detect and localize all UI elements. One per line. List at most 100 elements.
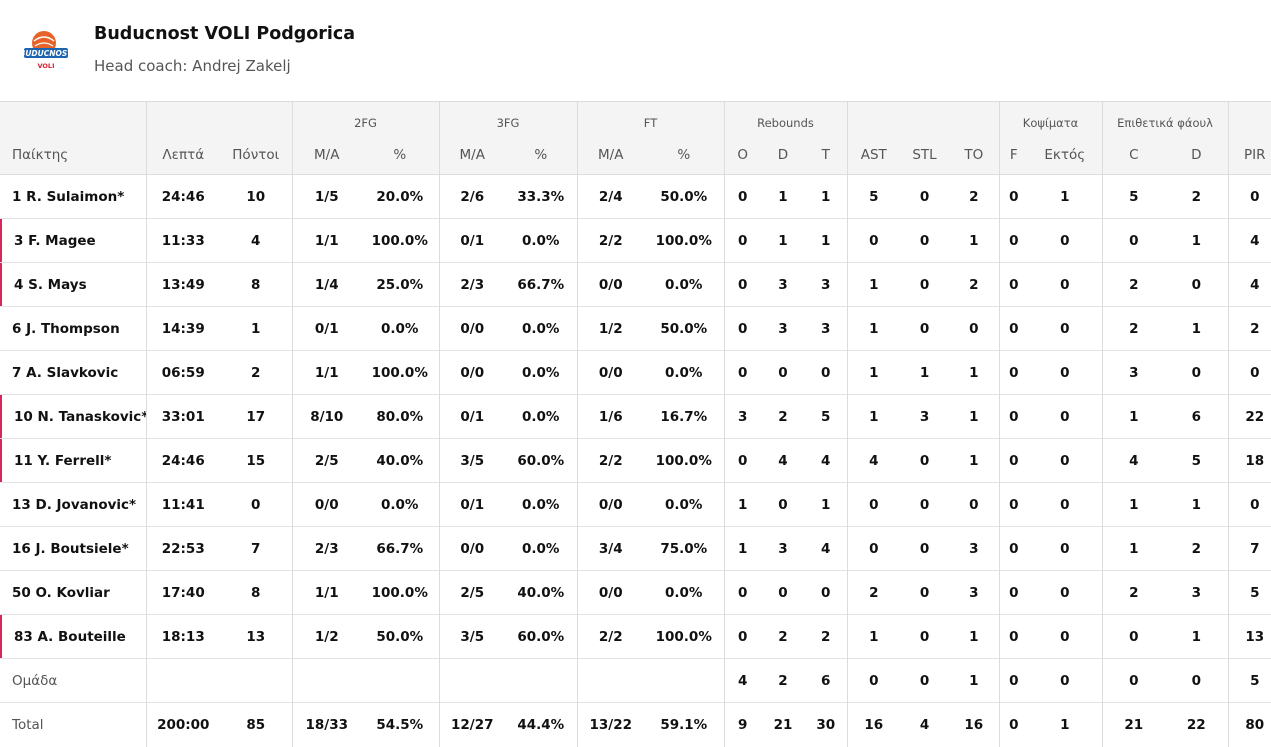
cell-blocks-against: 0	[1028, 570, 1103, 615]
column-header-blocks-against[interactable]: Εκτός	[1028, 136, 1103, 175]
cell-fouls-drawn: 2	[1165, 174, 1229, 219]
cell-player[interactable]: 4 S. Mays	[0, 262, 147, 307]
column-header-minutes[interactable]: Λεπτά	[146, 136, 220, 175]
cell-3fg-made-att: 0/0	[460, 540, 485, 557]
column-header-points[interactable]: Πόντοι	[220, 136, 293, 175]
column-header-assists[interactable]: AST	[847, 136, 901, 175]
cell-blocks-against: 0	[1028, 394, 1103, 439]
cell-ft-pct: 0.0%	[644, 570, 725, 615]
cell-reb-def: 0	[778, 496, 788, 513]
team-logo-icon: BUDUCNOST VOLI	[22, 31, 70, 70]
cell-2fg-made-att: 2/3	[314, 540, 339, 557]
cell-2fg-made-att: 1/5	[314, 188, 339, 205]
cell-blocks-against: 0	[1028, 262, 1103, 307]
cell-fouls-drawn: 3	[1165, 570, 1229, 615]
cell-pir: 80	[1245, 716, 1265, 733]
cell-fouls-committed: 1	[1129, 540, 1139, 557]
cell-fouls-drawn: 2	[1165, 526, 1229, 571]
group-header-fouls: Επιθετικά φάουλ	[1102, 101, 1229, 136]
cell-steals: 0	[919, 452, 930, 469]
cell-reb-def: 0	[778, 364, 788, 381]
cell-3fg-pct: 60.0%	[505, 614, 578, 659]
cell-2fg-made-att: 1/1	[314, 584, 339, 601]
cell-turnovers: 1	[949, 614, 1000, 659]
cell-3fg-made-att: 0/0	[460, 364, 485, 381]
column-header-ft-pct[interactable]: %	[644, 136, 725, 175]
column-header-turnovers[interactable]: TO	[949, 136, 1000, 175]
column-header-reb-off[interactable]: O	[724, 136, 761, 175]
cell-points: 85	[220, 702, 293, 747]
cell-steals: 0	[919, 584, 930, 601]
cell-player[interactable]: 1 R. Sulaimon*	[0, 174, 147, 219]
column-header-reb-total[interactable]: T	[805, 136, 848, 175]
column-header-fouls-committed[interactable]: C	[1102, 136, 1166, 175]
column-header-ft-made-att[interactable]: M/A	[577, 136, 644, 175]
cell-3fg-pct: 0.0%	[505, 394, 578, 439]
cell-3fg-made-att: 2/5	[460, 584, 485, 601]
cell-reb-def: 4	[778, 452, 788, 469]
cell-reb-total: 30	[805, 702, 848, 747]
column-header-blocks-for[interactable]: F	[999, 136, 1029, 175]
cell-player[interactable]: 7 A. Slavkovic	[0, 350, 147, 395]
svg-text:BUDUCNOST: BUDUCNOST	[22, 49, 70, 58]
cell-3fg-made-att: 2/3	[460, 276, 485, 293]
cell-points: 10	[220, 174, 293, 219]
cell-player[interactable]: 6 J. Thompson	[0, 306, 147, 351]
column-header-player[interactable]: Παίκτης	[0, 136, 147, 175]
column-header-3fg-pct[interactable]: %	[505, 136, 578, 175]
cell-steals: 3	[919, 408, 930, 425]
cell-reb-def: 2	[778, 408, 788, 425]
cell-reb-off: 4	[738, 672, 748, 689]
cell-2fg-made-att: 2/5	[314, 452, 339, 469]
cell-ft-made-att	[577, 659, 644, 703]
cell-player[interactable]: 11 Y. Ferrell*	[0, 438, 147, 483]
cell-pir: 4	[1250, 232, 1260, 249]
cell-player[interactable]: 3 F. Magee	[0, 218, 147, 263]
cell-ft-made-att: 0/0	[598, 584, 623, 601]
cell-assists: 16	[864, 716, 884, 733]
cell-steals: 0	[919, 496, 930, 513]
cell-2fg-pct: 100.0%	[361, 570, 440, 615]
column-header-2fg-made-att[interactable]: M/A	[292, 136, 361, 175]
cell-reb-total: 3	[805, 262, 848, 307]
cell-blocks-for: 0	[1009, 188, 1019, 205]
cell-ft-made-att: 0/0	[598, 364, 623, 381]
cell-turnovers: 3	[949, 526, 1000, 571]
cell-2fg-made-att	[292, 659, 361, 703]
column-header-pir[interactable]: PIR	[1228, 136, 1271, 175]
column-header-fouls-drawn[interactable]: D	[1165, 136, 1229, 175]
column-header-reb-def[interactable]: D	[761, 136, 805, 175]
cell-ft-pct: 0.0%	[644, 350, 725, 395]
column-header-steals[interactable]: STL	[900, 136, 950, 175]
cell-reb-def: 1	[778, 188, 788, 205]
cell-ft-pct: 59.1%	[644, 702, 725, 747]
cell-blocks-for: 0	[1009, 364, 1019, 381]
cell-ft-made-att: 0/0	[598, 276, 623, 293]
cell-turnovers: 0	[949, 482, 1000, 527]
cell-3fg-made-att: 12/27	[450, 716, 494, 733]
cell-fouls-committed: 5	[1129, 188, 1139, 205]
cell-blocks-for: 0	[1009, 584, 1019, 601]
cell-player[interactable]: 13 D. Jovanovic*	[0, 482, 147, 527]
cell-player[interactable]: 50 O. Kovliar	[0, 570, 147, 615]
column-header-3fg-made-att[interactable]: M/A	[439, 136, 505, 175]
cell-player[interactable]: 10 N. Tanaskovic*	[0, 394, 147, 439]
cell-fouls-committed: 2	[1129, 276, 1139, 293]
cell-assists: 4	[869, 452, 879, 469]
cell-ft-pct: 100.0%	[644, 614, 725, 659]
cell-fouls-drawn: 22	[1165, 702, 1229, 747]
group-header-blocks: Κοψίματα	[999, 101, 1103, 136]
cell-blocks-against: 1	[1028, 174, 1103, 219]
cell-fouls-committed: 0	[1129, 232, 1139, 249]
cell-turnovers: 1	[949, 438, 1000, 483]
cell-blocks-for: 0	[1009, 408, 1019, 425]
cell-points	[220, 658, 293, 703]
cell-fouls-committed: 0	[1129, 628, 1139, 645]
player-row: 7 A. Slavkovic 06:59 2 1/1 100.0% 0/0 0.0% 0/0 0…	[0, 350, 1271, 395]
team-row: Ομάδα 4 2 6 0 0 1 0 0 0 0 5	[0, 658, 1271, 703]
cell-ft-pct: 50.0%	[644, 174, 725, 219]
cell-reb-def: 0	[778, 584, 788, 601]
cell-player[interactable]: 16 J. Boutsiele*	[0, 526, 147, 571]
column-header-2fg-pct[interactable]: %	[361, 136, 440, 175]
cell-player[interactable]: 83 A. Bouteille	[0, 614, 147, 659]
